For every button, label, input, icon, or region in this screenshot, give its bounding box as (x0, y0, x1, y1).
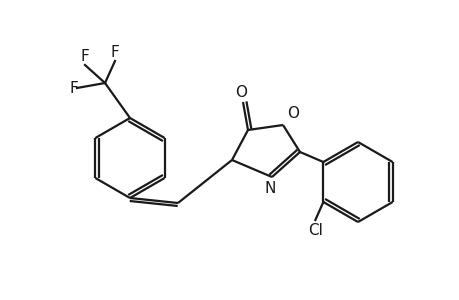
Text: Cl: Cl (307, 223, 322, 238)
Text: F: F (80, 49, 89, 64)
Text: N: N (264, 181, 275, 196)
Text: O: O (286, 106, 298, 121)
Text: O: O (235, 85, 246, 100)
Text: F: F (69, 80, 78, 95)
Text: F: F (110, 45, 119, 60)
